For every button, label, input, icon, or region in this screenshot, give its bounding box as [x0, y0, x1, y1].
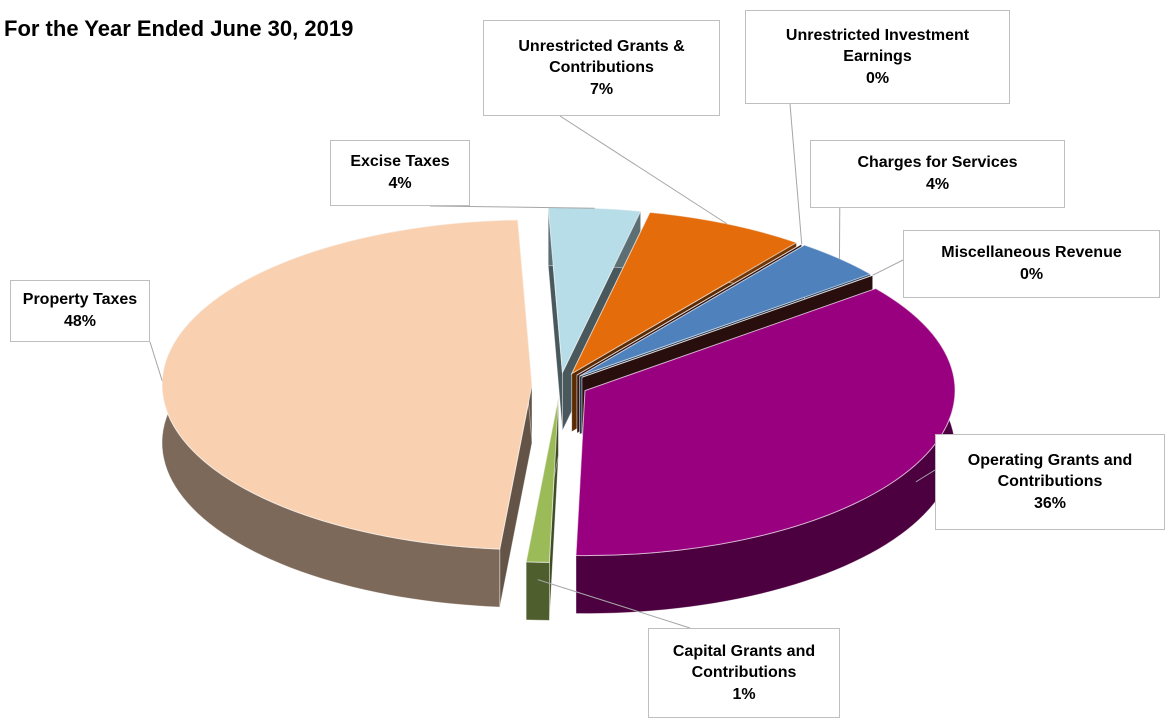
data-label: Operating Grants and Contributions 36%: [935, 434, 1165, 530]
data-label: Unrestricted Grants & Contributions 7%: [483, 20, 720, 116]
data-label: Capital Grants and Contributions 1%: [648, 628, 840, 718]
label-name: Capital Grants and Contributions: [672, 642, 816, 682]
label-name: Operating Grants and Contributions: [967, 451, 1133, 491]
label-value: 48%: [63, 313, 97, 330]
data-label: Charges for Services 4%: [810, 140, 1065, 208]
label-name: Unrestricted Investment Earnings: [785, 26, 970, 66]
leader-line: [559, 115, 728, 225]
label-name: Property Taxes: [22, 291, 138, 309]
leader-line: [872, 259, 904, 276]
label-value: 36%: [1033, 494, 1067, 512]
pie-slice: [161, 219, 533, 550]
leader-line: [149, 341, 163, 381]
label-value: 1%: [732, 685, 756, 703]
leader-lines: [149, 103, 936, 629]
slice-side: [525, 561, 550, 621]
pie-slice: [575, 288, 956, 557]
label-name: Charges for Services: [857, 154, 1018, 172]
label-name: Excise Taxes: [350, 153, 450, 171]
label-value: 4%: [925, 176, 950, 193]
data-label: Miscellaneous Revenue 0%: [903, 230, 1160, 298]
data-label: Property Taxes 48%: [10, 280, 150, 342]
label-value: 7%: [589, 80, 614, 98]
label-value: 4%: [388, 175, 412, 192]
pie-slice: [581, 274, 873, 378]
pie-slice: [579, 244, 872, 377]
label-value: 0%: [1019, 266, 1044, 283]
label-name: Unrestricted Grants & Contributions: [518, 37, 685, 77]
chart-title: For the Year Ended June 30, 2019: [4, 16, 354, 41]
leader-line: [429, 205, 595, 209]
leader-line: [537, 579, 691, 629]
data-label: Excise Taxes 4%: [330, 140, 470, 206]
pie-slice: [525, 397, 559, 563]
leader-line: [789, 103, 803, 245]
leader-line: [915, 469, 936, 483]
slice-tops: [161, 207, 956, 563]
label-name: Miscellaneous Revenue: [941, 244, 1122, 262]
data-label: Unrestricted Investment Earnings 0%: [745, 10, 1010, 104]
label-value: 0%: [865, 69, 890, 87]
